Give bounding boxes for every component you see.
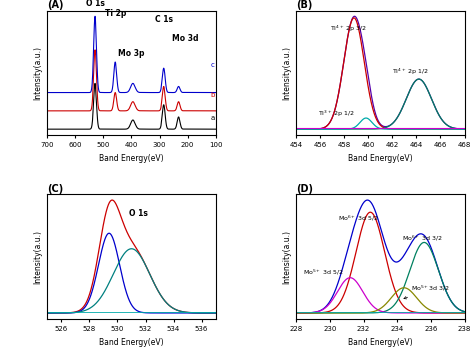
Text: Mo$^{5+}$ 3d 5/2: Mo$^{5+}$ 3d 5/2 xyxy=(303,268,344,278)
Y-axis label: Intensity(a.u.): Intensity(a.u.) xyxy=(282,46,291,100)
Text: O 1s: O 1s xyxy=(86,0,104,7)
Text: Mo$^{6+}$ 3d 3/2: Mo$^{6+}$ 3d 3/2 xyxy=(402,234,443,243)
Text: Mo$^{6+}$ 3d 5/2: Mo$^{6+}$ 3d 5/2 xyxy=(338,214,379,223)
Text: (D): (D) xyxy=(296,184,313,194)
Text: (A): (A) xyxy=(47,0,64,10)
Text: (C): (C) xyxy=(47,184,64,194)
X-axis label: Band Energy(eV): Band Energy(eV) xyxy=(348,338,413,347)
Text: (B): (B) xyxy=(296,0,313,10)
Text: Mo$^{5+}$3d 3/2: Mo$^{5+}$3d 3/2 xyxy=(404,284,449,299)
Y-axis label: Intensity(a.u.): Intensity(a.u.) xyxy=(33,229,42,284)
Text: Ti$^{4+}$ 2p 3/2: Ti$^{4+}$ 2p 3/2 xyxy=(330,24,367,34)
Text: Ti$^{3+}$ 2p 1/2: Ti$^{3+}$ 2p 1/2 xyxy=(318,109,355,119)
Text: Ti$^{4+}$ 2p 1/2: Ti$^{4+}$ 2p 1/2 xyxy=(392,67,429,77)
Text: a: a xyxy=(210,115,215,121)
Y-axis label: Intensity(a.u.): Intensity(a.u.) xyxy=(33,46,42,100)
Text: Mo 3p: Mo 3p xyxy=(118,49,145,58)
Text: O 1s: O 1s xyxy=(129,209,147,218)
X-axis label: Band Energy(eV): Band Energy(eV) xyxy=(99,338,164,347)
Text: b: b xyxy=(210,92,215,98)
X-axis label: Band Energy(eV): Band Energy(eV) xyxy=(99,154,164,163)
Text: c: c xyxy=(210,62,214,68)
X-axis label: Band Energy(eV): Band Energy(eV) xyxy=(348,154,413,163)
Text: C 1s: C 1s xyxy=(155,15,173,24)
Text: Ti 2p: Ti 2p xyxy=(105,9,126,18)
Text: Mo 3d: Mo 3d xyxy=(172,34,198,43)
Y-axis label: Intensity(a.u.): Intensity(a.u.) xyxy=(282,229,291,284)
